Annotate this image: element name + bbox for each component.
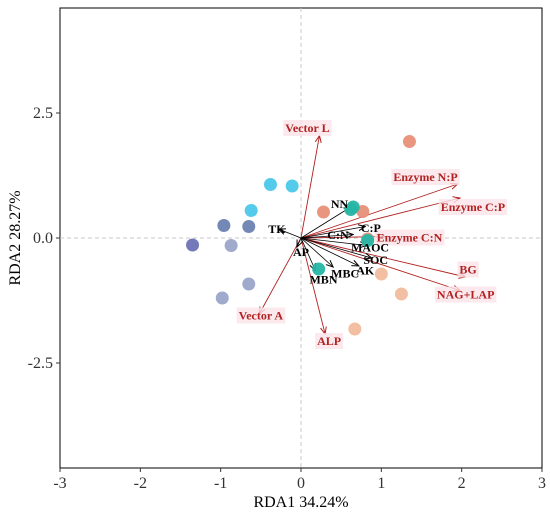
vector-label-13: AK (356, 264, 375, 278)
vector-arrow-13 (300, 237, 359, 266)
sample-point-2 (356, 205, 370, 218)
sample-point-16 (242, 220, 256, 233)
vector-arrow-9 (300, 227, 365, 239)
vector-label-box-0 (283, 120, 332, 136)
x-axis: -3 -2 -1 0 1 2 3 (53, 468, 546, 492)
vector-label-12: SOC (363, 253, 388, 267)
vector-label-15: MBN (309, 273, 337, 287)
vector-arrow-7 (300, 237, 325, 334)
y-axis-title: RDA2 28.27% (7, 190, 24, 285)
sample-point-0 (402, 135, 416, 148)
x-tick-label-0: -3 (53, 475, 66, 492)
vector-arrow-4 (300, 237, 466, 277)
vector-label-box-6 (236, 307, 286, 324)
vector-label-box-4 (457, 261, 479, 278)
vector-label-box-3 (374, 229, 445, 246)
vector-arrow-12 (300, 237, 372, 258)
vector-label-box-5 (434, 286, 497, 303)
y-tick-label-0: -2.5 (28, 355, 53, 372)
sample-point-17 (224, 239, 238, 252)
x-tick-label-1: -2 (134, 475, 147, 492)
vector-label-6: Vector A (239, 309, 284, 323)
vector-arrow-5 (300, 237, 460, 291)
vector-label-3: Enzyme C:N (377, 231, 443, 245)
y-tick-label-2: 2.5 (33, 105, 53, 122)
sample-point-10 (348, 322, 362, 336)
y-axis: -2.5 0.0 2.5 (28, 105, 60, 372)
vector-arrow-0 (300, 136, 319, 239)
vector-label-0: Vector L (285, 121, 329, 135)
vector-arrow-1 (300, 184, 458, 239)
vector-label-7: ALP (317, 334, 341, 348)
vector-arrow-8 (300, 207, 351, 239)
vector-label-8: NN (331, 197, 349, 211)
vector-label-1: Enzyme N:P (393, 170, 457, 184)
vector-label-2: Enzyme C:P (441, 200, 505, 214)
vector-arrow-2 (300, 198, 460, 239)
sample-point-6 (361, 234, 375, 247)
vector-arrow-17 (297, 237, 301, 247)
x-tick-label-6: 3 (538, 475, 546, 492)
vector-arrow-11 (300, 237, 367, 246)
points-layer (186, 135, 416, 336)
sample-point-11 (263, 178, 277, 191)
vector-label-box-1 (391, 169, 460, 185)
vector-arrow-15 (300, 237, 315, 271)
vector-arrow-16 (279, 229, 302, 239)
y-tick-label-1: 0.0 (33, 230, 53, 247)
sample-point-18 (242, 277, 256, 291)
sample-point-8 (374, 267, 388, 281)
sample-point-14 (186, 238, 200, 252)
sample-point-9 (394, 287, 408, 301)
sample-point-15 (217, 219, 231, 232)
sample-point-5 (344, 203, 358, 216)
vector-label-14: MBC (331, 267, 359, 281)
vector-label-11: MAOC (351, 241, 389, 255)
x-tick-label-5: 2 (458, 475, 466, 492)
vector-label-4: BG (459, 263, 476, 277)
x-tick-label-3: 0 (297, 475, 305, 492)
sample-point-7 (312, 262, 326, 276)
vector-arrow-10 (300, 235, 353, 239)
vector-arrow-6 (259, 237, 302, 314)
labels-layer: Vector L Enzyme N:P Enzyme C:P Enzyme C:N BG… (236, 120, 508, 349)
vector-label-16: TK (268, 222, 286, 236)
x-tick-label-4: 1 (377, 475, 385, 492)
x-axis-title: RDA1 34.24% (253, 494, 348, 511)
vector-label-box-2 (438, 199, 508, 215)
sample-point-13 (244, 204, 258, 217)
vector-label-5: NAG+LAP (437, 288, 495, 302)
sample-point-1 (316, 205, 330, 219)
sample-point-19 (215, 291, 229, 305)
vector-label-17: AP (293, 245, 309, 259)
vector-label-10: C:N (327, 228, 349, 242)
vectors-layer (259, 136, 465, 335)
x-tick-label-2: -1 (214, 475, 227, 492)
vector-arrow-14 (300, 237, 333, 267)
sample-point-12 (285, 179, 299, 193)
vector-label-9: C:P (361, 221, 381, 235)
vector-label-box-7 (315, 333, 344, 349)
